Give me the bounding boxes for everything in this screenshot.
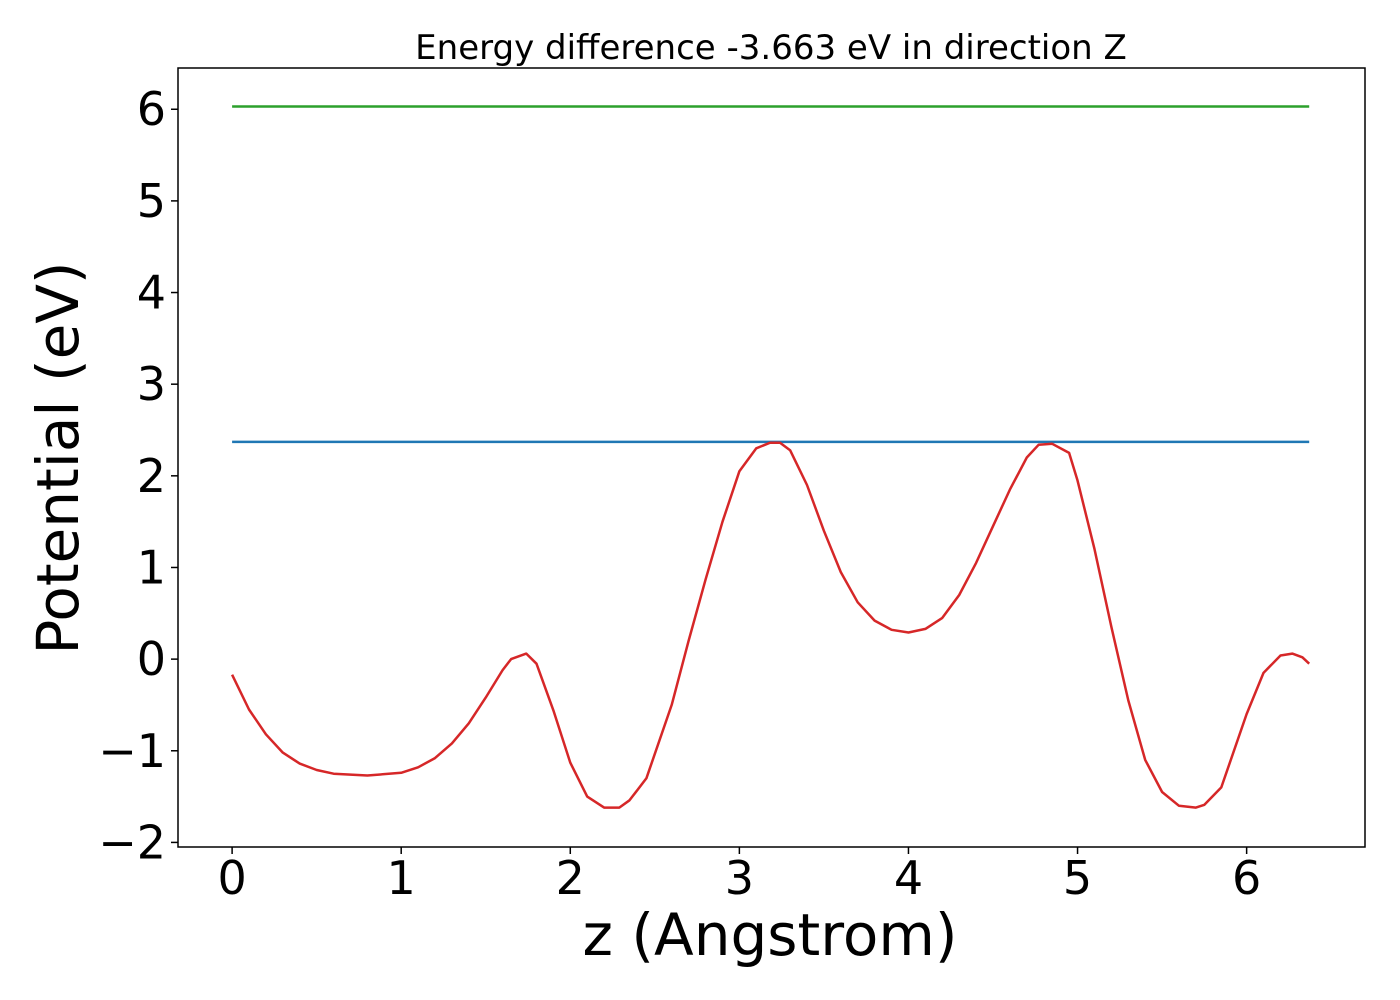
x-tick-label: 4 [894, 851, 923, 905]
x-axis-label: z (Angstrom) [583, 901, 958, 969]
y-tick-label: 1 [137, 540, 166, 594]
x-tick-label: 0 [217, 851, 246, 905]
series-line-2 [230, 441, 1311, 809]
y-tick-label: −1 [98, 724, 166, 778]
x-tick-label: 3 [725, 851, 754, 905]
y-tick-label: 0 [137, 632, 166, 686]
y-tick-label: −2 [98, 815, 166, 869]
x-axis-ticks: 0 1 2 3 4 5 6 [217, 847, 1261, 905]
x-tick-label: 1 [387, 851, 416, 905]
y-tick-label: 2 [137, 449, 166, 503]
y-axis-label: Potential (eV) [24, 261, 92, 654]
y-tick-label: 4 [137, 266, 166, 320]
y-axis-ticks: −2 −1 0 1 2 3 4 5 6 [98, 82, 178, 869]
x-tick-label: 2 [556, 851, 585, 905]
x-tick-label: 6 [1232, 851, 1261, 905]
y-tick-label: 6 [137, 82, 166, 136]
x-tick-label: 5 [1063, 851, 1092, 905]
chart-title: Energy difference -3.663 eV in direction… [415, 28, 1127, 68]
y-tick-label: 5 [137, 174, 166, 228]
plot-area-frame [177, 67, 1366, 848]
series-layer [230, 105, 1311, 809]
y-tick-label: 3 [137, 357, 166, 411]
